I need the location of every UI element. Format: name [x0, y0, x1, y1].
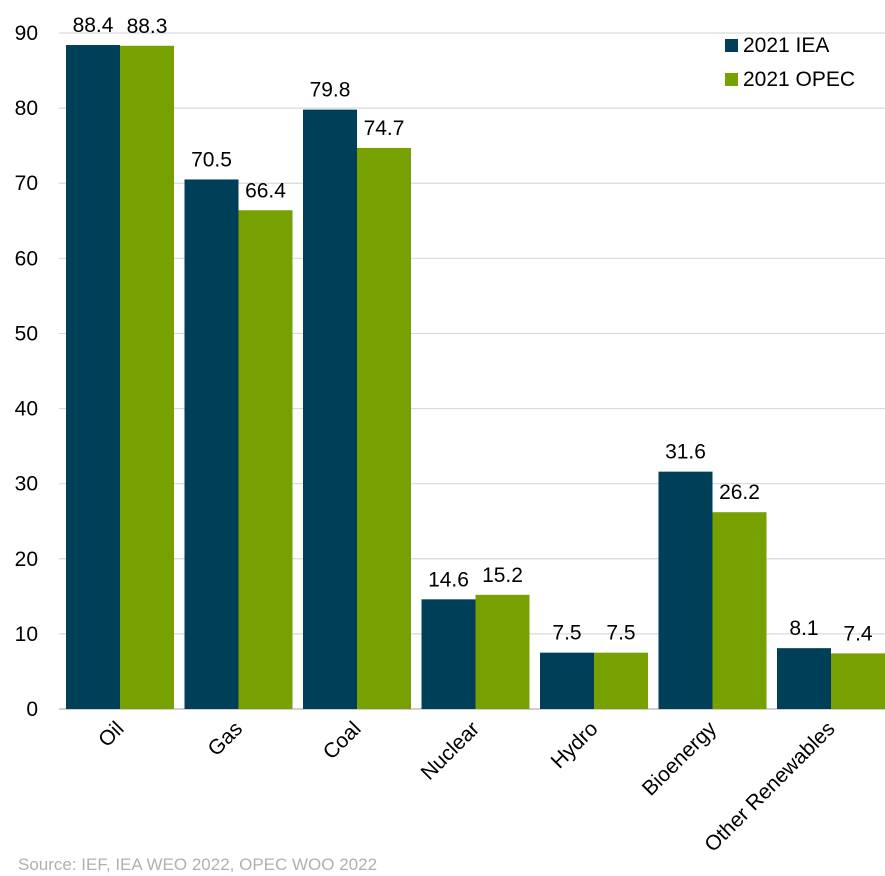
source-note: Source: IEF, IEA WEO 2022, OPEC WOO 2022	[18, 855, 377, 875]
data-label: 31.6	[665, 441, 706, 464]
bar-2021-iea-nuclear	[422, 599, 476, 709]
data-label: 7.5	[606, 622, 635, 645]
x-tick-label: Coal	[319, 717, 366, 764]
bar-2021-iea-hydro	[540, 653, 594, 709]
legend-swatch	[725, 73, 738, 86]
data-label: 88.4	[73, 14, 114, 37]
data-label: 70.5	[191, 148, 232, 171]
data-label: 79.8	[310, 79, 351, 102]
legend-swatch	[725, 39, 738, 52]
y-tick-label: 20	[15, 548, 38, 571]
bar-2021-opec-coal	[357, 148, 411, 709]
bar-2021-opec-other-renewables	[831, 653, 885, 709]
data-label: 15.2	[482, 564, 523, 587]
bar-2021-opec-gas	[239, 210, 293, 709]
bar-2021-iea-gas	[185, 179, 239, 709]
data-label: 14.6	[428, 568, 469, 591]
legend-label: 2021 OPEC	[743, 68, 855, 91]
y-tick-label: 40	[15, 398, 38, 421]
y-tick-label: 10	[15, 623, 38, 646]
bar-2021-opec-bioenergy	[713, 512, 767, 709]
x-tick-label: Oil	[94, 717, 128, 751]
x-tick-label: Other Renewables	[700, 717, 839, 856]
y-tick-label: 80	[15, 97, 38, 120]
legend: 2021 IEA 2021 OPEC	[725, 34, 855, 91]
y-tick-label: 70	[15, 172, 38, 195]
x-tick-label: Hydro	[547, 717, 603, 773]
bar-2021-iea-coal	[303, 110, 357, 709]
y-tick-label: 90	[15, 22, 38, 45]
data-label: 26.2	[719, 481, 760, 504]
bar-2021-opec-hydro	[594, 653, 648, 709]
x-tick-label: Bioenergy	[638, 717, 721, 800]
data-label: 7.4	[843, 622, 873, 645]
bars	[66, 45, 885, 709]
bar-2021-opec-oil	[120, 46, 174, 709]
bar-2021-iea-oil	[66, 45, 120, 709]
data-label: 74.7	[364, 117, 405, 140]
bar-2021-iea-other-renewables	[777, 648, 831, 709]
data-label: 88.3	[127, 15, 168, 38]
y-tick-label: 30	[15, 473, 38, 496]
data-label: 7.5	[552, 622, 581, 645]
data-label: 66.4	[245, 179, 286, 202]
data-label: 8.1	[789, 617, 818, 640]
y-tick-label: 50	[15, 322, 38, 345]
bar-2021-iea-bioenergy	[659, 472, 713, 709]
x-tick-label: Nuclear	[417, 717, 484, 784]
legend-label: 2021 IEA	[743, 34, 829, 57]
y-tick-label: 60	[15, 247, 38, 270]
bar-2021-opec-nuclear	[476, 595, 530, 709]
y-tick-label: 0	[26, 698, 38, 721]
x-tick-label: Gas	[204, 717, 247, 760]
